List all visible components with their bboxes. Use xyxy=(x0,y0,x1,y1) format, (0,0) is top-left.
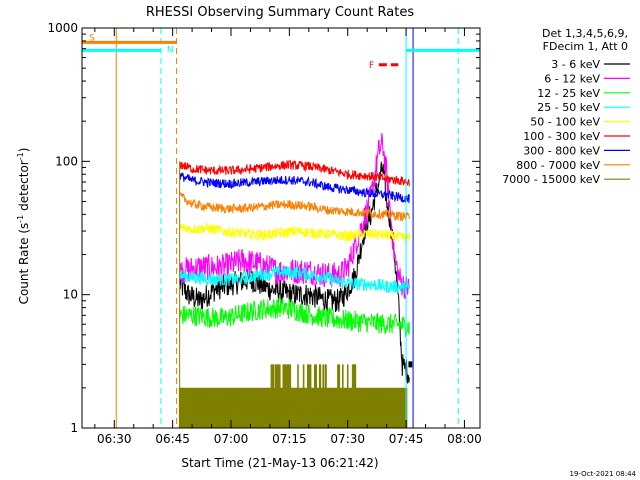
y-tick-label: 10 xyxy=(63,288,78,302)
chart-title: RHESSI Observing Summary Count Rates xyxy=(146,5,415,20)
legend-label: 25 - 50 keV xyxy=(537,101,600,114)
legend: Det 1,3,4,5,6,9, FDecim 1, Att 0 3 - 6 k… xyxy=(502,27,630,186)
legend-label: 100 - 300 keV xyxy=(523,130,600,143)
legend-header-2: FDecim 1, Att 0 xyxy=(543,40,628,53)
y-tick-label: 100 xyxy=(55,154,78,168)
x-tick-label: 07:30 xyxy=(330,432,365,446)
legend-label: 800 - 7000 keV xyxy=(516,159,600,172)
y-axis-label: Count Rate (s-1 detector-1) xyxy=(16,148,31,305)
legend-header-1: Det 1,3,4,5,6,9, xyxy=(542,27,628,40)
x-tick-label: 07:15 xyxy=(272,432,307,446)
axis-ticks: 1 10 100 1000 06:30 06:45 07:00 07:15 07:30 07:45… xyxy=(47,21,481,446)
flag-label-n: N xyxy=(167,45,174,55)
legend-label: 300 - 800 keV xyxy=(523,144,600,157)
x-axis-label: Start Time (21-May-13 06:21:42) xyxy=(181,456,378,470)
legend-label: 7000 - 15000 keV xyxy=(502,173,600,186)
flag-layer: S N F xyxy=(82,33,480,71)
series-25-50-kev-line xyxy=(179,265,410,295)
flag-label-f: F xyxy=(369,61,374,71)
plot-frame xyxy=(81,27,481,429)
series-300-800-kev-line xyxy=(179,172,410,204)
timestamp-label: 19-Oct-2021 08:44 xyxy=(570,470,637,478)
series-7000-15000-kev-line xyxy=(178,364,408,428)
x-tick-label: 06:30 xyxy=(97,432,132,446)
series-100-300-kev-line xyxy=(179,159,410,187)
legend-label: 12 - 25 keV xyxy=(537,87,600,100)
x-tick-label: 06:45 xyxy=(155,432,190,446)
vline-layer xyxy=(115,28,459,428)
series-50-100-kev-line xyxy=(179,222,410,243)
series-800-7000-kev-line xyxy=(179,191,410,222)
x-tick-label: 08:00 xyxy=(447,432,482,446)
y-tick-label: 1000 xyxy=(47,21,78,35)
x-tick-label: 07:45 xyxy=(389,432,424,446)
legend-label: 3 - 6 keV xyxy=(551,58,600,71)
x-tick-label: 07:00 xyxy=(214,432,249,446)
legend-label: 6 - 12 keV xyxy=(544,72,600,85)
y-tick-label: 1 xyxy=(70,421,78,435)
series-12-25-kev-line xyxy=(179,297,410,338)
flag-label-s: S xyxy=(89,33,95,43)
series-layer xyxy=(178,133,413,428)
legend-label: 50 - 100 keV xyxy=(530,116,600,129)
